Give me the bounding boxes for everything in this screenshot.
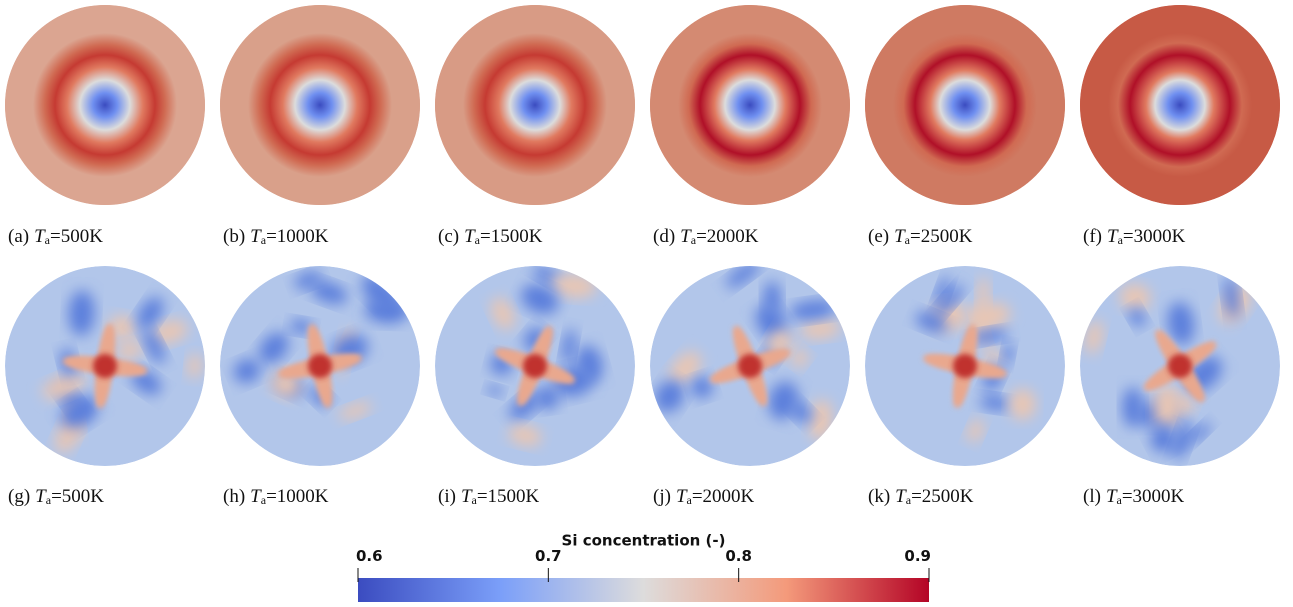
label-letter: (a) — [8, 226, 29, 247]
panel-label: (f)Ta=3000K — [1083, 226, 1186, 247]
label-letter: (d) — [653, 226, 675, 247]
field — [220, 5, 420, 205]
value: =2000K — [692, 486, 755, 507]
panel-label: (a)Ta=500K — [8, 226, 103, 247]
tick-label: 0.7 — [535, 547, 562, 565]
value: =3000K — [1122, 486, 1185, 507]
core — [93, 354, 117, 378]
panel-label: (b)Ta=1000K — [223, 226, 329, 247]
value: =500K — [51, 486, 104, 507]
panel: (g)Ta=500K — [5, 266, 205, 507]
contour-plot — [1080, 5, 1280, 205]
panel-label: (i)Ta=1500K — [438, 486, 540, 507]
colorbar — [358, 578, 929, 602]
panel-label: (l)Ta=3000K — [1083, 486, 1185, 507]
value: =2000K — [696, 226, 759, 247]
core — [1168, 354, 1192, 378]
value: =500K — [50, 226, 103, 247]
panel: (i)Ta=1500K — [435, 262, 635, 508]
label-letter: (i) — [438, 486, 456, 507]
panel-label: (e)Ta=2500K — [868, 226, 973, 247]
label-letter: (g) — [8, 486, 30, 507]
panel-label: (g)Ta=500K — [8, 486, 104, 507]
contour-plot — [5, 5, 205, 205]
panel-label: (k)Ta=2500K — [868, 486, 974, 507]
core — [953, 354, 977, 378]
contour-plot — [220, 5, 420, 205]
contour-plot — [865, 266, 1065, 466]
contour-plot — [5, 266, 205, 466]
label-letter: (k) — [868, 486, 890, 507]
value: =1000K — [266, 226, 329, 247]
tick-label: 0.8 — [725, 547, 752, 565]
tick-label: 0.9 — [904, 547, 931, 565]
panel: (j)Ta=2000K — [649, 257, 850, 508]
panel: (k)Ta=2500K — [865, 266, 1065, 507]
label-letter: (f) — [1083, 226, 1102, 247]
label-letter: (h) — [223, 486, 245, 507]
panel-label: (c)Ta=1500K — [438, 226, 543, 247]
field — [435, 5, 635, 205]
core — [523, 354, 547, 378]
value: =2500K — [910, 226, 973, 247]
field — [865, 5, 1065, 205]
panel-label: (h)Ta=1000K — [223, 486, 329, 507]
core — [738, 354, 762, 378]
value: =3000K — [1123, 226, 1186, 247]
value: =1000K — [266, 486, 329, 507]
figure: (a)Ta=500K (b)Ta=1000K (c)Ta=1500K (d)Ta=20… — [0, 0, 1293, 607]
panel: (h)Ta=1000K — [220, 266, 420, 507]
field — [5, 5, 205, 205]
label-letter: (l) — [1083, 486, 1101, 507]
panel: (e)Ta=2500K — [865, 5, 1065, 247]
panel-label: (j)Ta=2000K — [653, 486, 755, 507]
field — [650, 5, 850, 205]
panel: (d)Ta=2000K — [650, 5, 850, 247]
panel: (b)Ta=1000K — [220, 5, 420, 247]
panel: (l)Ta=3000K — [1080, 266, 1280, 507]
panel-label: (d)Ta=2000K — [653, 226, 759, 247]
panel: (a)Ta=500K — [5, 5, 205, 247]
blob — [1123, 387, 1143, 427]
panel: (f)Ta=3000K — [1080, 5, 1280, 247]
contour-plot — [435, 262, 635, 466]
contour-plot — [865, 5, 1065, 205]
value: =1500K — [480, 226, 543, 247]
value: =2500K — [911, 486, 974, 507]
tick-label: 0.6 — [356, 547, 383, 565]
contour-plot — [650, 5, 850, 205]
colorbar-title: Si concentration (-) — [562, 532, 726, 550]
core — [308, 354, 332, 378]
contour-plot — [435, 5, 635, 205]
contour-plot — [649, 257, 850, 466]
contour-plot — [220, 266, 420, 466]
label-letter: (e) — [868, 226, 889, 247]
contour-plot — [1080, 266, 1280, 466]
field — [1080, 5, 1280, 205]
label-letter: (c) — [438, 226, 459, 247]
label-letter: (j) — [653, 486, 671, 507]
label-letter: (b) — [223, 226, 245, 247]
value: =1500K — [477, 486, 540, 507]
panel: (c)Ta=1500K — [435, 5, 635, 247]
